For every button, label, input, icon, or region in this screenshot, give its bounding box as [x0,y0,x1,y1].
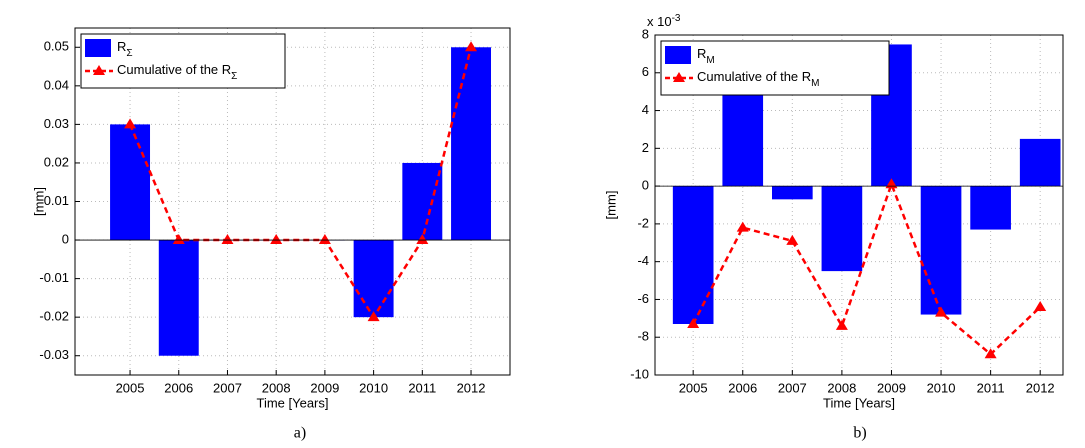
bar [110,124,151,241]
y-tick-label: -10 [630,366,649,381]
y-tick-label: 6 [642,64,649,79]
bar [158,240,199,356]
legend-marker [93,65,105,75]
legend-name: Cumulative of the R [117,62,231,77]
marker [1034,301,1047,311]
y-tick-label: 0.02 [44,154,69,169]
marker [935,306,948,317]
y-axis-title: [mm] [603,191,618,220]
y-tick-label: -6 [637,291,649,306]
marker [318,234,331,245]
y-tick-label: -4 [637,253,649,268]
legend-name: R [697,46,706,61]
bar [821,186,863,272]
x-tick-label: 2008 [262,380,291,395]
legend-marker [673,72,685,82]
x-axis-title: Time [Years] [823,395,895,410]
legend-name-sub: Σ [126,48,132,59]
x-axis-title: Time [Years] [256,395,328,410]
legend-swatch [665,46,691,64]
x-tick-label: 2009 [310,380,339,395]
y-tick-label: 4 [642,102,649,117]
marker [172,234,185,245]
y-tick-label: 0.04 [44,77,69,92]
x-tick-label: 2011 [408,380,436,395]
bar [451,47,492,241]
legend-name-sub: Σ [231,71,237,82]
legend-label: RΣ [117,39,133,58]
x-tick-label: 2012 [457,380,486,395]
marker [736,221,749,232]
y-tick-label: 0.05 [44,39,69,54]
y-tick-label: -2 [637,215,649,230]
y-multiplier: x 10-3 [647,13,681,30]
legend-swatch [85,39,111,57]
x-tick-label: 2008 [827,380,856,395]
legend-label: RM [697,46,715,65]
x-tick-label: 2010 [927,380,956,395]
legend-box [80,33,286,89]
y-tick-label: 8 [642,26,649,41]
x-tick-label: 2005 [679,380,708,395]
line [692,180,1042,356]
legend-name: R [117,39,126,54]
legend-name-sub: M [811,78,819,89]
x-tick-label: 2009 [877,380,906,395]
panel-caption: a) [294,425,306,442]
y-tick-label: 2 [642,140,649,155]
marker [984,348,997,359]
x-tick-label: 2006 [728,380,757,395]
bar [970,186,1011,230]
y-tick-label: -0.02 [39,309,69,324]
legend-label: Cumulative of the RΣ [117,62,237,81]
y-axis-title: [mm] [31,187,46,216]
y-multiplier-exp: -3 [672,13,681,24]
x-tick-label: 2006 [164,380,193,395]
marker [835,319,848,330]
legend-name-sub: M [706,55,714,66]
x-tick-label: 2007 [213,380,242,395]
marker [465,41,478,52]
y-multiplier-base: x 10 [647,14,672,29]
marker [221,234,234,245]
marker [687,318,700,328]
x-tick-label: 2010 [359,380,388,395]
bar [722,89,764,187]
y-tick-label: 0.03 [44,116,69,131]
y-tick-label: -8 [637,329,649,344]
x-tick-label: 2005 [116,380,145,395]
bar [672,186,714,324]
marker [270,234,283,245]
bar [1019,138,1061,187]
legend-box [660,40,890,96]
marker [786,234,799,245]
plot-frame [74,27,511,376]
x-tick-label: 2012 [1026,380,1055,395]
legend-name: Cumulative of the R [697,69,811,84]
marker [124,118,137,129]
legend-label: Cumulative of the RM [697,69,820,88]
bar [402,162,443,241]
y-tick-label: 0 [642,178,649,193]
panel-caption: b) [853,425,866,442]
bar [353,240,394,318]
x-tick-label: 2011 [977,380,1005,395]
marker [416,234,429,245]
y-tick-label: 0.01 [44,193,69,208]
y-tick-label: -0.03 [39,347,69,362]
bar [920,186,962,315]
x-tick-label: 2007 [778,380,807,395]
bar [771,186,813,200]
y-tick-label: -0.01 [39,270,69,285]
y-tick-label: 0 [62,231,69,246]
plot-frame [654,34,1064,376]
marker [367,311,380,322]
